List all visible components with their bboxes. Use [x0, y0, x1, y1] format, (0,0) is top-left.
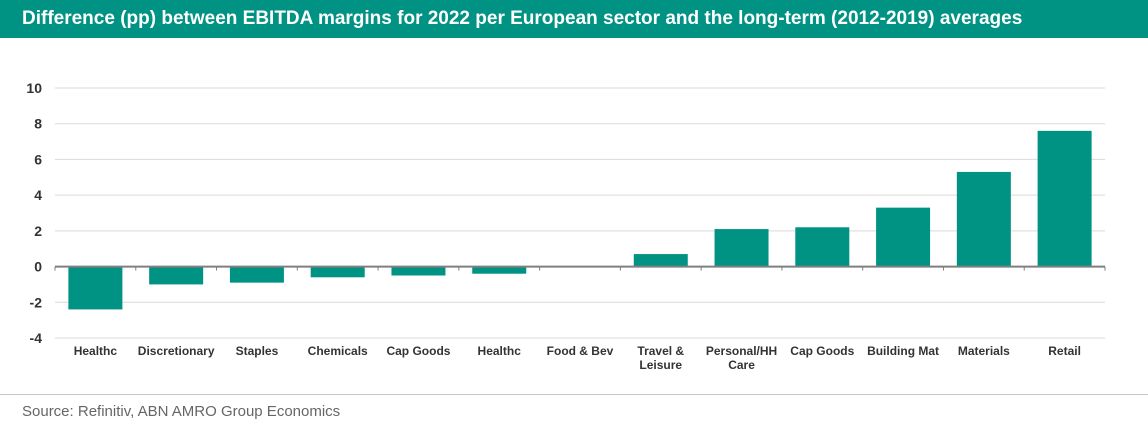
- x-tick-label: Leisure: [639, 358, 682, 372]
- x-tick-label: Healthc: [478, 344, 522, 358]
- y-tick-label: 6: [34, 151, 42, 167]
- source-divider: [0, 394, 1148, 395]
- x-tick-label: Cap Goods: [386, 344, 450, 358]
- x-tick-label: Chemicals: [308, 344, 368, 358]
- x-tick-label: Personal/HH: [706, 344, 777, 358]
- y-tick-label: -2: [30, 294, 43, 310]
- bar-chart: -4 -2 0 2 4 6 8 10 Healthc Discretionary Staples Ch…: [26, 80, 1106, 372]
- source-note: Source: Refinitiv, ABN AMRO Group Econom…: [22, 403, 341, 420]
- x-tick-label: Building Mat: [867, 344, 939, 358]
- bar: [795, 227, 850, 267]
- x-tick-label: Healthc: [74, 344, 118, 358]
- y-tick-label: 0: [34, 259, 42, 275]
- bar: [149, 266, 204, 285]
- x-tick-label: Cap Goods: [790, 344, 854, 358]
- bar: [391, 266, 446, 276]
- bar: [876, 207, 931, 267]
- x-tick-label: Care: [728, 358, 755, 372]
- y-tick-label: -4: [30, 330, 43, 346]
- bar: [229, 266, 284, 283]
- chart-title: Difference (pp) between EBITDA margins f…: [22, 8, 1023, 29]
- bar: [956, 171, 1011, 267]
- x-tick-label: Staples: [236, 344, 279, 358]
- y-tick-label: 10: [26, 80, 42, 96]
- y-tick-label: 4: [34, 187, 42, 203]
- x-tick-label: Retail: [1048, 344, 1081, 358]
- bar: [68, 266, 123, 310]
- x-tick-label: Discretionary: [138, 344, 215, 358]
- chart-title-bar: Difference (pp) between EBITDA margins f…: [0, 0, 1148, 38]
- bar: [714, 229, 769, 267]
- y-tick-label: 8: [34, 116, 42, 132]
- y-tick-label: 2: [34, 223, 42, 239]
- x-tick-label: Materials: [958, 344, 1010, 358]
- bar: [310, 266, 365, 278]
- x-tick-label: Travel &: [637, 344, 684, 358]
- bar: [1037, 130, 1092, 267]
- bar: [633, 254, 688, 267]
- bar: [472, 266, 527, 274]
- x-tick-label: Food & Bev: [547, 344, 614, 358]
